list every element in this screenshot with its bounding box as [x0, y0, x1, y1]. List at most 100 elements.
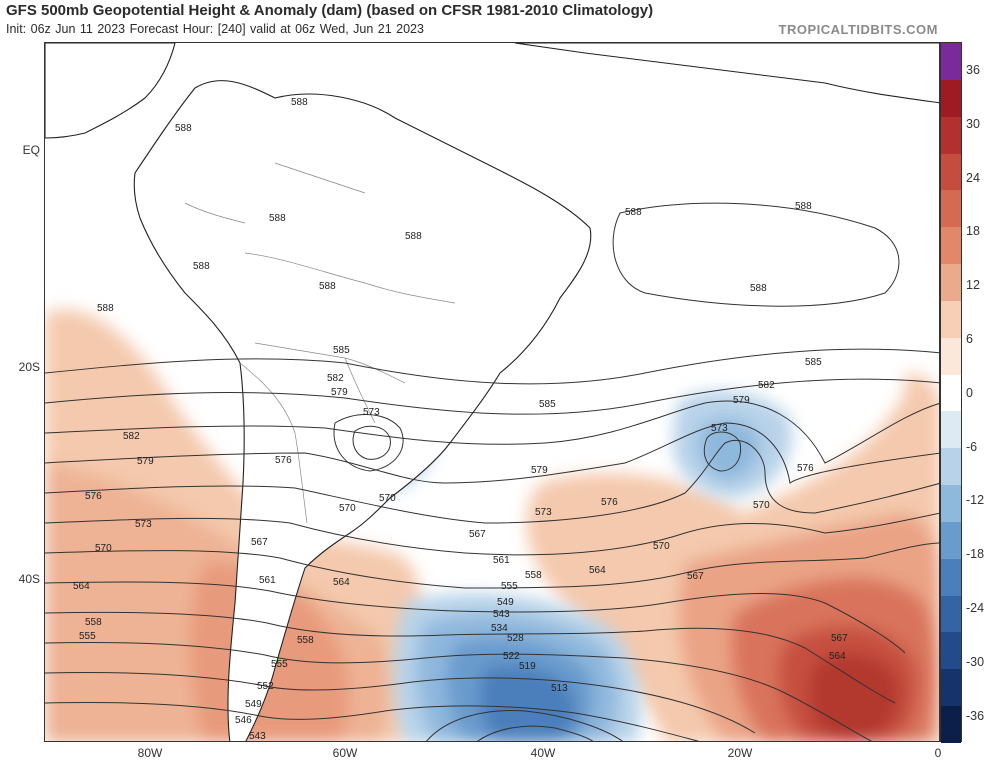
colorbar-segment — [941, 374, 961, 412]
colorbar-label: -6 — [966, 439, 978, 454]
colorbar-segment — [941, 558, 961, 597]
contour-label: 588 — [97, 303, 114, 314]
contour-label: 561 — [259, 575, 276, 586]
contour-label: 558 — [525, 570, 542, 581]
colorbar-segment — [941, 632, 961, 670]
lon-label-0: 0 — [934, 746, 942, 760]
contour-label: 588 — [175, 123, 192, 134]
colorbar-label: 6 — [966, 332, 973, 346]
contour-label: 570 — [653, 541, 670, 552]
contour-label: 528 — [507, 633, 524, 644]
contour-label: 564 — [333, 577, 350, 588]
contour-label: 582 — [758, 380, 775, 391]
contour-label: 570 — [379, 493, 396, 504]
colorbar-segment — [941, 521, 961, 560]
contour-labels: 588 588 588 588 588 588 588 588 588 588 … — [73, 97, 848, 742]
colorbar-label: -24 — [966, 601, 985, 615]
chart-subtitle: Init: 06z Jun 11 2023 Forecast Hour: [24… — [6, 22, 424, 36]
contour-label: 570 — [753, 500, 770, 511]
colorbar-segment — [941, 411, 961, 449]
contour-label: 573 — [711, 423, 728, 434]
contour-label: 549 — [245, 699, 262, 710]
contour-label: 588 — [405, 231, 422, 242]
colorbar-segment — [941, 43, 961, 81]
colorbar-segment — [941, 485, 961, 523]
contour-label: 567 — [687, 571, 704, 582]
contour-label: 552 — [257, 681, 274, 692]
contour-label: 549 — [497, 597, 514, 608]
contour-label: 576 — [85, 491, 102, 502]
contour-label: 588 — [795, 201, 812, 212]
lon-label-20w: 20W — [727, 746, 753, 760]
contour-label: 588 — [269, 213, 286, 224]
colorbar-label: 18 — [966, 224, 980, 239]
lat-label-eq: EQ — [22, 143, 40, 157]
contour-label: 543 — [493, 609, 510, 620]
contour-label: 585 — [333, 345, 350, 356]
contour-label: 585 — [805, 357, 822, 368]
contour-label: 573 — [535, 507, 552, 518]
contour-label: 513 — [551, 683, 568, 694]
lat-label-20s: 20S — [18, 360, 40, 374]
map-panel: 588 588 588 588 588 588 588 588 588 588 … — [44, 42, 940, 742]
contour-label: 579 — [531, 465, 548, 476]
lon-label-80w: 80W — [137, 746, 163, 760]
colorbar-label: 24 — [966, 170, 980, 185]
colorbar-segment — [941, 337, 961, 376]
colorbar-label: -12 — [966, 493, 985, 508]
contour-label: 579 — [137, 456, 154, 467]
chart-title: GFS 500mb Geopotential Height & Anomaly … — [6, 2, 654, 19]
colorbar-segment — [941, 300, 961, 339]
coastlines — [45, 43, 939, 741]
lon-label-60w: 60W — [332, 746, 358, 760]
contour-label: 579 — [733, 395, 750, 406]
contour-label: 582 — [123, 431, 140, 442]
colorbar-label: 30 — [966, 116, 980, 131]
contour-label: 567 — [469, 529, 486, 540]
colorbar-label: -30 — [966, 654, 985, 669]
contour-label: 588 — [291, 97, 308, 108]
colorbar-segment — [941, 190, 961, 228]
site-credit: TROPICALTIDBITS.COM — [778, 22, 938, 37]
map-svg: 588 588 588 588 588 588 588 588 588 588 … — [45, 43, 939, 742]
colorbar-label: -18 — [966, 547, 985, 562]
contour-label: 567 — [251, 537, 268, 548]
contour-label: 558 — [297, 635, 314, 646]
contour-label: 573 — [363, 407, 380, 418]
contour-label: 588 — [319, 281, 336, 292]
colorbar-segment — [941, 669, 961, 707]
contour-label: 564 — [589, 565, 606, 576]
contour-label: 588 — [750, 283, 767, 294]
colorbar-segment — [941, 264, 961, 302]
country-borders — [184, 162, 456, 524]
contour-label: 546 — [235, 715, 252, 726]
contour-label: 579 — [331, 387, 348, 398]
colorbar-segment — [941, 227, 961, 265]
height-contours — [45, 202, 939, 741]
contour-label: 573 — [135, 519, 152, 530]
negative-anomaly-fill — [305, 391, 793, 741]
colorbar-label: 36 — [966, 63, 980, 77]
colorbar-label: -36 — [966, 708, 985, 723]
colorbar-segment — [941, 79, 961, 118]
contour-label: 582 — [327, 373, 344, 384]
colorbar — [940, 42, 962, 744]
contour-label: 555 — [79, 631, 96, 642]
contour-label: 522 — [503, 651, 520, 662]
contour-label: 543 — [249, 731, 266, 742]
contour-label: 576 — [275, 455, 292, 466]
contour-label: 576 — [797, 463, 814, 474]
colorbar-label: 0 — [966, 385, 973, 400]
contour-label: 555 — [271, 659, 288, 670]
colorbar-segment — [941, 116, 961, 154]
colorbar-segment — [941, 706, 961, 744]
contour-label: 570 — [95, 543, 112, 554]
contour-label: 588 — [193, 261, 210, 272]
contour-label: 570 — [339, 503, 356, 514]
contour-label: 555 — [501, 581, 518, 592]
contour-label: 558 — [85, 617, 102, 628]
contour-label: 534 — [491, 623, 508, 634]
contour-label: 519 — [519, 661, 536, 672]
contour-label: 564 — [829, 651, 846, 662]
colorbar-segment — [941, 153, 961, 191]
